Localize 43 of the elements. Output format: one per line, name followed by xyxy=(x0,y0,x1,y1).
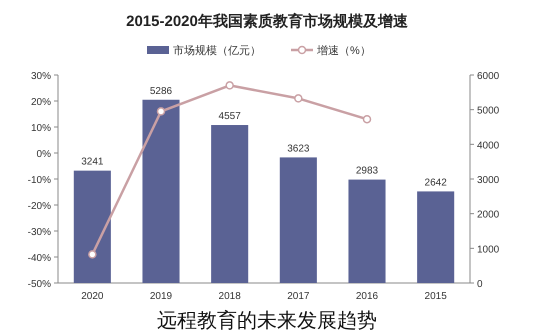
x-tick-label: 2018 xyxy=(218,291,242,302)
data-label: 3623 xyxy=(287,143,310,154)
y-tick-label: -20% xyxy=(28,201,52,212)
data-label: 5286 xyxy=(150,86,173,97)
y2-tick-label: 4000 xyxy=(477,140,500,152)
y-tick-label: 30% xyxy=(30,71,52,82)
data-label: 3241 xyxy=(81,156,104,168)
point xyxy=(88,250,97,259)
bar xyxy=(348,180,386,283)
y2-tick-label: 5000 xyxy=(477,106,500,117)
legend-label: 增速（%） xyxy=(316,44,371,57)
data-label: 4557 xyxy=(218,111,242,122)
x-tick-label: 2020 xyxy=(81,291,104,302)
point xyxy=(294,94,303,103)
y2-tick-label: 0 xyxy=(477,279,483,290)
y-tick-label: 0% xyxy=(36,149,52,160)
bar xyxy=(211,125,248,283)
y-tick-label: -50% xyxy=(28,279,52,290)
chart-title: 2015-2020年我国素质教育市场规模及增速 xyxy=(126,12,409,30)
y2-tick-label: 6000 xyxy=(477,71,500,82)
data-label: 2983 xyxy=(356,166,379,177)
legend-label: 市场规模（亿元） xyxy=(173,44,261,57)
x-tick-label: 2019 xyxy=(150,291,173,302)
y-tick-label: -10% xyxy=(28,175,52,186)
y-tick-label: -40% xyxy=(28,253,52,264)
point xyxy=(225,81,234,90)
y-tick-label: -30% xyxy=(28,227,52,238)
y2-tick-label: 3000 xyxy=(477,175,500,186)
y2-tick-label: 1000 xyxy=(477,244,500,256)
point xyxy=(362,114,372,124)
y-tick-label: 10% xyxy=(30,123,52,134)
bar xyxy=(417,191,454,283)
x-tick-label: 2016 xyxy=(356,291,379,302)
bar xyxy=(280,157,317,283)
y2-tick-label: 2000 xyxy=(477,210,500,221)
bar xyxy=(74,170,111,283)
y-tick-label: 20% xyxy=(30,97,52,108)
data-label: 2642 xyxy=(424,177,448,188)
text: 远程教育的未来发展趋势 xyxy=(157,309,377,332)
x-tick-label: 2015 xyxy=(424,291,448,302)
point xyxy=(156,107,166,116)
x-tick-label: 2017 xyxy=(287,291,310,302)
bar xyxy=(142,100,180,283)
